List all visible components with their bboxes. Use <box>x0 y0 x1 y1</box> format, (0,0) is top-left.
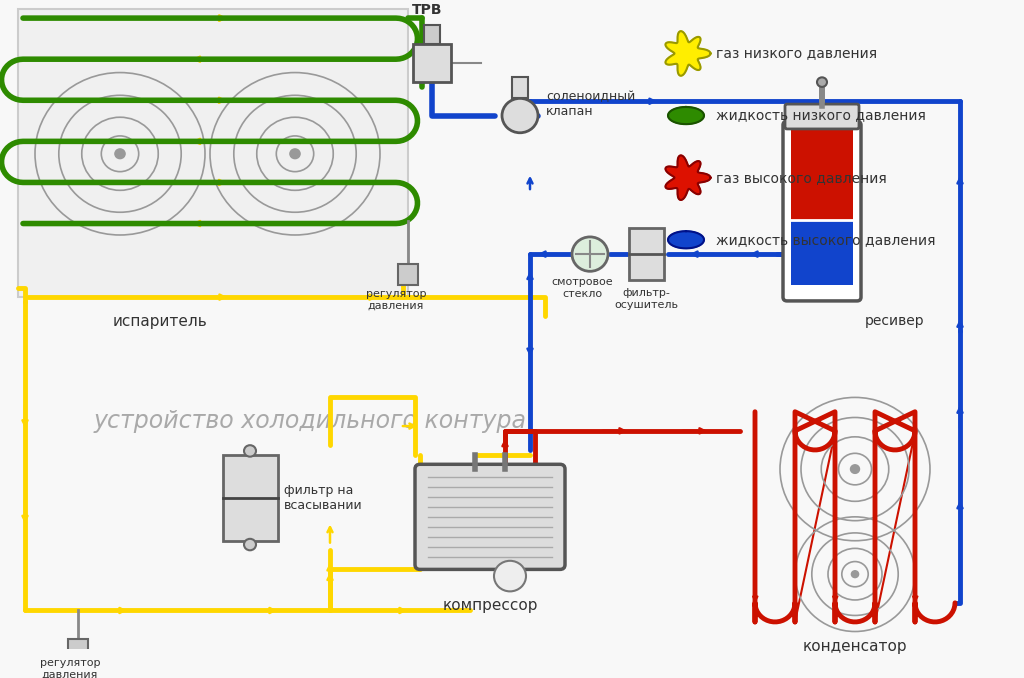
FancyBboxPatch shape <box>785 104 859 129</box>
Bar <box>398 264 418 285</box>
Text: регулятор
давления: регулятор давления <box>40 658 100 678</box>
Bar <box>791 129 853 224</box>
Text: конденсатор: конденсатор <box>803 639 907 654</box>
Circle shape <box>817 77 827 87</box>
Text: жидкость высокого давления: жидкость высокого давления <box>716 233 936 247</box>
Bar <box>791 220 853 285</box>
Text: соленоидный
клапан: соленоидный клапан <box>546 90 635 118</box>
Bar <box>512 77 528 98</box>
Text: фильтр-
осушитель: фильтр- осушитель <box>614 288 678 310</box>
Text: ТРВ: ТРВ <box>412 3 442 17</box>
Text: испаритель: испаритель <box>113 315 208 330</box>
Circle shape <box>851 465 859 473</box>
Text: регулятор
давления: регулятор давления <box>366 290 426 311</box>
Text: устройство холодильного контура: устройство холодильного контура <box>93 410 526 433</box>
Text: смотровое
стекло: смотровое стекло <box>551 277 612 298</box>
Circle shape <box>290 149 300 159</box>
Text: жидкость низкого давления: жидкость низкого давления <box>716 108 926 123</box>
Circle shape <box>244 539 256 551</box>
Bar <box>413 44 451 82</box>
Text: ресивер: ресивер <box>865 315 925 328</box>
Circle shape <box>851 571 858 578</box>
Circle shape <box>502 98 538 133</box>
Bar <box>222 455 278 541</box>
Text: газ низкого давления: газ низкого давления <box>716 47 878 60</box>
Polygon shape <box>668 107 703 124</box>
Text: газ высокого давления: газ высокого давления <box>716 171 887 184</box>
Circle shape <box>572 237 608 271</box>
Text: компрессор: компрессор <box>442 598 538 613</box>
Polygon shape <box>666 31 711 76</box>
Circle shape <box>494 561 526 591</box>
Polygon shape <box>666 155 711 200</box>
Bar <box>629 228 664 281</box>
FancyBboxPatch shape <box>415 464 565 570</box>
Bar <box>18 9 408 297</box>
Bar <box>68 639 88 656</box>
Circle shape <box>244 445 256 457</box>
Bar <box>424 25 440 44</box>
Polygon shape <box>668 231 703 248</box>
FancyBboxPatch shape <box>783 121 861 301</box>
Text: фильтр на
всасывании: фильтр на всасывании <box>284 483 362 512</box>
Circle shape <box>115 149 125 159</box>
